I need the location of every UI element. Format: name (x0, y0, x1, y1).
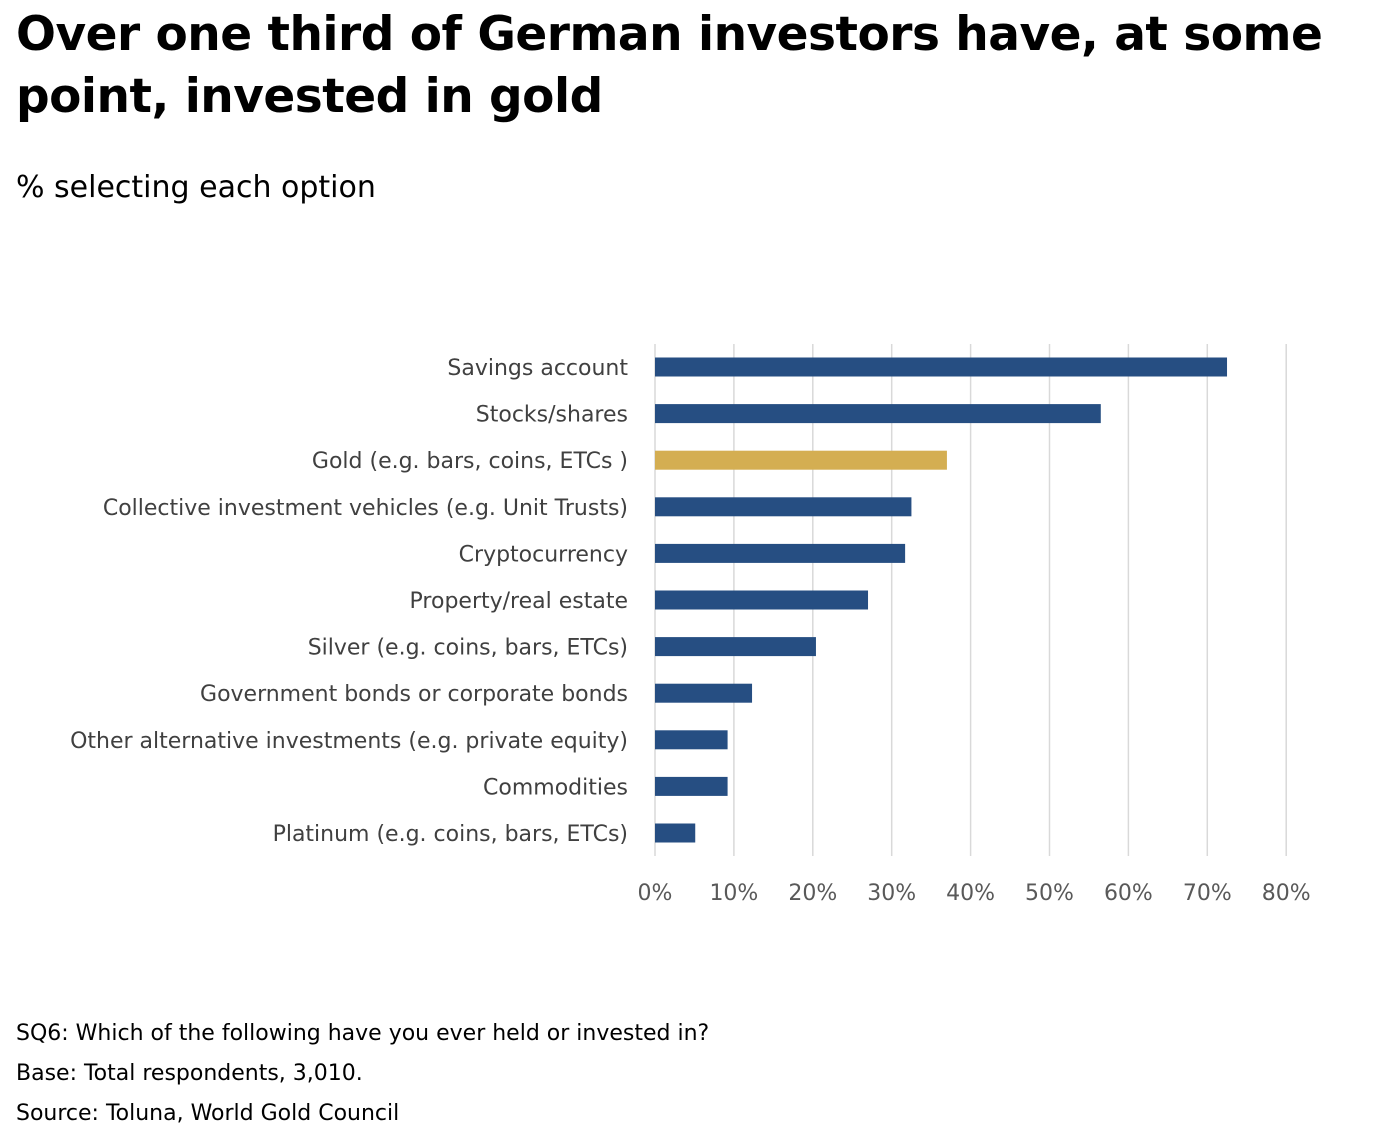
chart-title: Over one third of German investors have,… (16, 7, 1323, 124)
bars (655, 357, 1228, 843)
bar (655, 637, 816, 657)
x-tick-label: 20% (788, 881, 837, 906)
bar (655, 823, 696, 843)
gridlines (654, 344, 1287, 856)
category-labels: Savings account Stocks/shares Gold (e.g. b… (70, 356, 628, 847)
bar (655, 683, 753, 703)
category-label: Gold (e.g. bars, coins, ETCs ) (312, 449, 628, 474)
x-tick-label: 50% (1025, 881, 1074, 906)
x-tick-label: 40% (946, 881, 995, 906)
category-label: Silver (e.g. coins, bars, ETCs) (308, 636, 628, 661)
footnote-base: Base: Total respondents, 3,010. (16, 1061, 363, 1086)
category-label: Cryptocurrency (459, 542, 628, 567)
bar (655, 357, 1228, 377)
category-label: Government bonds or corporate bonds (200, 682, 628, 707)
category-label: Platinum (e.g. coins, bars, ETCs) (273, 822, 628, 847)
category-label: Property/real estate (410, 589, 628, 614)
category-label: Collective investment vehicles (e.g. Uni… (103, 496, 628, 521)
x-tick-label: 70% (1183, 881, 1232, 906)
x-axis-tick-labels: 0% 10% 20% 30% 40% 50% 60% 70% 80% (638, 881, 1311, 906)
x-tick-label: 60% (1104, 881, 1153, 906)
category-label: Stocks/shares (476, 403, 628, 428)
chart-subtitle: % selecting each option (16, 170, 376, 205)
bar-chart: Savings account Stocks/shares Gold (e.g. b… (70, 344, 1311, 906)
category-label: Other alternative investments (e.g. priv… (70, 729, 628, 754)
bar (655, 543, 906, 563)
footnote-source: Source: Toluna, World Gold Council (16, 1101, 400, 1126)
bar (655, 404, 1101, 424)
bar-highlight (655, 450, 947, 470)
bar (655, 776, 728, 796)
x-tick-label: 30% (867, 881, 916, 906)
bar (655, 730, 728, 750)
x-tick-label: 0% (638, 881, 673, 906)
category-label: Commodities (483, 775, 628, 800)
bar (655, 497, 912, 517)
bar (655, 590, 869, 610)
category-label: Savings account (447, 356, 628, 381)
x-tick-label: 10% (709, 881, 758, 906)
footnote-question: SQ6: Which of the following have you eve… (16, 1021, 710, 1046)
x-tick-label: 80% (1262, 881, 1311, 906)
